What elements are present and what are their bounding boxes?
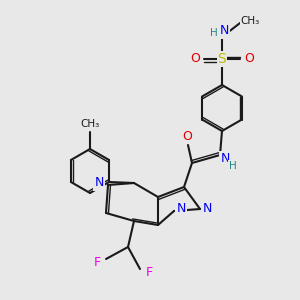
- Text: H: H: [210, 28, 218, 38]
- Text: F: F: [146, 266, 153, 278]
- Text: N: N: [202, 202, 212, 214]
- Text: CH₃: CH₃: [240, 16, 260, 26]
- Text: O: O: [190, 52, 200, 65]
- Text: O: O: [182, 130, 192, 142]
- Text: N: N: [220, 152, 230, 164]
- Text: S: S: [218, 52, 226, 66]
- Text: CH₃: CH₃: [80, 119, 100, 129]
- Text: N: N: [219, 25, 229, 38]
- Text: H: H: [229, 161, 237, 171]
- Text: N: N: [94, 176, 104, 190]
- Text: O: O: [244, 52, 254, 65]
- Text: F: F: [93, 256, 100, 268]
- Text: N: N: [176, 202, 186, 215]
